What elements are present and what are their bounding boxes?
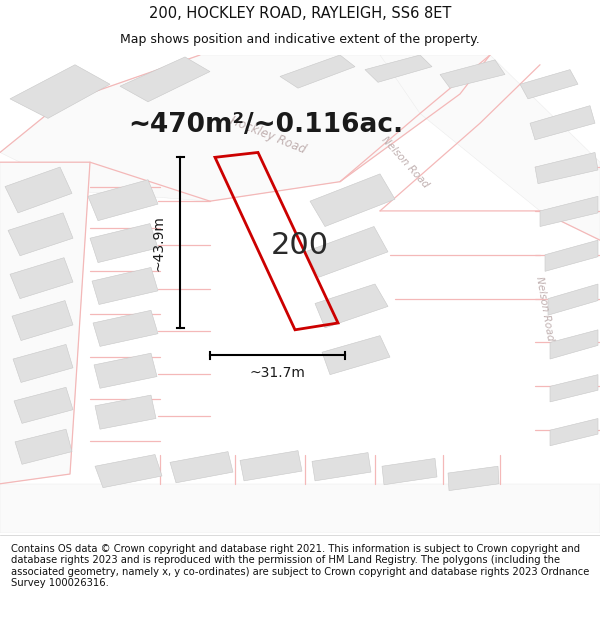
Polygon shape [535,152,598,184]
Polygon shape [545,240,598,271]
Polygon shape [95,454,162,488]
Text: 200: 200 [271,231,329,259]
Polygon shape [312,452,371,481]
Text: ~470m²/~0.116ac.: ~470m²/~0.116ac. [128,112,403,138]
Polygon shape [13,344,73,382]
Polygon shape [170,452,233,482]
Polygon shape [315,284,388,328]
Polygon shape [0,484,600,532]
Polygon shape [305,226,388,277]
Polygon shape [92,268,158,304]
Polygon shape [0,162,90,484]
Polygon shape [440,60,505,88]
Polygon shape [550,330,598,359]
Polygon shape [120,57,210,102]
Polygon shape [5,167,72,213]
Polygon shape [94,353,157,388]
Polygon shape [10,65,110,118]
Polygon shape [90,224,158,262]
Polygon shape [0,55,460,201]
Polygon shape [8,213,73,256]
Polygon shape [310,174,395,226]
Text: ~31.7m: ~31.7m [250,366,305,379]
Polygon shape [280,55,355,88]
Polygon shape [530,106,595,140]
Text: Contains OS data © Crown copyright and database right 2021. This information is : Contains OS data © Crown copyright and d… [11,544,589,588]
Polygon shape [540,196,598,226]
Polygon shape [548,284,598,315]
Polygon shape [365,55,432,82]
Text: Map shows position and indicative extent of the property.: Map shows position and indicative extent… [120,33,480,46]
Polygon shape [93,311,158,346]
Polygon shape [380,55,600,240]
Polygon shape [88,180,158,221]
Polygon shape [322,336,390,374]
Polygon shape [520,69,578,99]
Text: Nelson Road: Nelson Road [535,276,556,341]
Polygon shape [448,466,499,491]
Polygon shape [10,258,73,299]
Polygon shape [95,395,156,429]
Text: Hockley Road: Hockley Road [228,114,308,156]
Polygon shape [550,374,598,402]
Polygon shape [15,429,72,464]
Polygon shape [12,301,73,341]
Polygon shape [14,388,73,423]
Polygon shape [240,451,302,481]
Polygon shape [550,419,598,446]
Polygon shape [382,459,437,485]
Text: Nelson Road: Nelson Road [379,134,431,190]
Text: 200, HOCKLEY ROAD, RAYLEIGH, SS6 8ET: 200, HOCKLEY ROAD, RAYLEIGH, SS6 8ET [149,6,451,21]
Text: ~43.9m: ~43.9m [151,214,165,271]
